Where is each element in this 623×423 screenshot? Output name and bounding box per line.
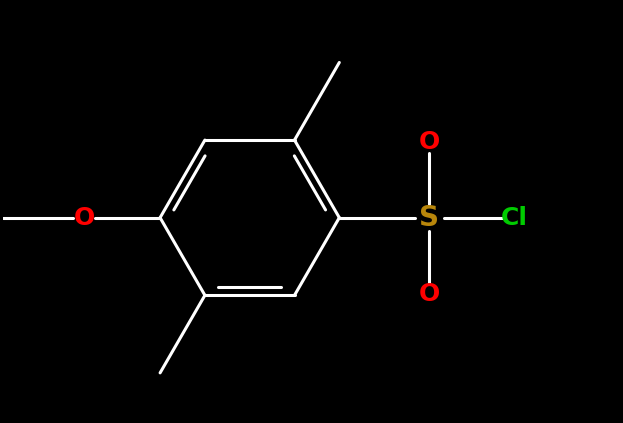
Text: Cl: Cl bbox=[500, 206, 528, 230]
Text: O: O bbox=[74, 206, 95, 230]
Text: O: O bbox=[418, 129, 440, 154]
Text: O: O bbox=[418, 282, 440, 306]
Text: S: S bbox=[419, 204, 439, 232]
